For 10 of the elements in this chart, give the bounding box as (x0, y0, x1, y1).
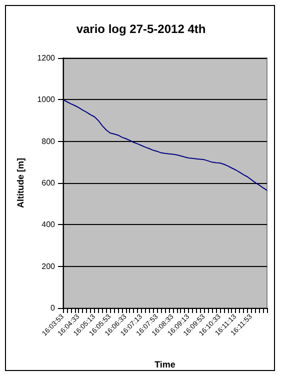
y-tick-label: 1200 (37, 54, 56, 62)
chart-title: vario log 27-5-2012 4th (76, 22, 206, 36)
x-axis-title: Time (154, 360, 176, 370)
y-tick-label: 200 (42, 262, 56, 271)
y-axis-title: Altitude [m] (16, 158, 26, 208)
y-tick-label: 400 (42, 220, 56, 230)
y-tick-label: 800 (42, 136, 56, 146)
y-tick-label: 600 (42, 178, 56, 188)
y-tick-label: 0 (50, 304, 56, 312)
y-tick-label: 1000 (37, 95, 56, 104)
